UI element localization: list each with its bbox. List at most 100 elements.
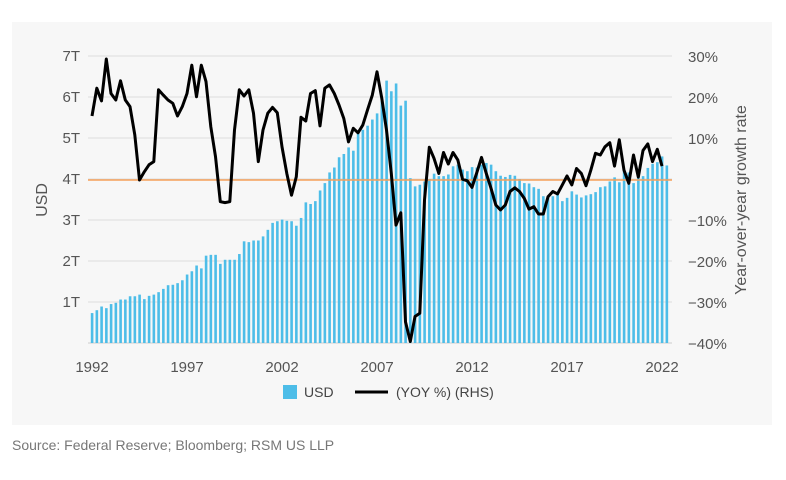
bar bbox=[646, 167, 650, 343]
bar bbox=[280, 219, 284, 343]
bar bbox=[546, 196, 550, 343]
bar bbox=[318, 190, 322, 343]
bar bbox=[451, 166, 455, 343]
bar bbox=[637, 171, 640, 343]
bar bbox=[442, 176, 445, 343]
bar bbox=[147, 295, 151, 343]
bar bbox=[466, 171, 469, 343]
bar bbox=[542, 196, 545, 343]
bar bbox=[480, 164, 483, 343]
right-tick-label: −20% bbox=[688, 254, 727, 271]
bar bbox=[356, 133, 360, 343]
bar bbox=[565, 197, 569, 343]
bar bbox=[204, 255, 208, 343]
bar bbox=[228, 259, 232, 343]
right-tick-label: −40% bbox=[688, 336, 727, 353]
yoy-line bbox=[90, 57, 664, 343]
bar bbox=[314, 201, 317, 343]
bar bbox=[133, 296, 137, 343]
bar bbox=[660, 156, 664, 343]
bar bbox=[309, 204, 312, 343]
bar bbox=[323, 183, 327, 343]
left-axis-label: USD bbox=[34, 183, 51, 217]
bar bbox=[608, 181, 612, 343]
bar bbox=[409, 178, 412, 343]
bar bbox=[499, 175, 502, 343]
bar bbox=[238, 254, 241, 343]
bar bbox=[494, 171, 498, 343]
bar bbox=[95, 310, 99, 343]
bar bbox=[556, 192, 559, 343]
bar bbox=[152, 294, 156, 343]
bar bbox=[200, 268, 203, 343]
bar bbox=[128, 296, 132, 343]
right-tick-label: −10% bbox=[688, 213, 727, 230]
bar bbox=[461, 169, 464, 343]
bar bbox=[124, 299, 127, 343]
bar bbox=[195, 265, 198, 343]
bar bbox=[371, 119, 374, 343]
bar bbox=[447, 174, 450, 343]
bar bbox=[266, 229, 270, 343]
bar bbox=[299, 217, 303, 343]
right-tick-label: 10% bbox=[688, 131, 718, 148]
bar bbox=[285, 220, 289, 343]
bar bbox=[181, 280, 184, 343]
bar bbox=[570, 191, 574, 343]
bar bbox=[575, 194, 578, 343]
bar bbox=[337, 157, 341, 343]
legend: USD (YOY %) (RHS) bbox=[283, 384, 494, 400]
bar bbox=[375, 113, 379, 344]
bar bbox=[423, 181, 426, 343]
bar bbox=[413, 186, 417, 343]
x-tick-label: 2017 bbox=[550, 359, 583, 376]
bar bbox=[223, 259, 227, 343]
bar bbox=[290, 221, 293, 343]
bar bbox=[252, 240, 255, 343]
bar bbox=[261, 236, 265, 343]
bar bbox=[437, 176, 441, 343]
bar bbox=[618, 182, 621, 343]
bar bbox=[551, 196, 555, 343]
bar bbox=[475, 167, 479, 343]
bar bbox=[109, 304, 113, 343]
bar bbox=[271, 222, 274, 343]
bar bbox=[532, 187, 536, 343]
bar bbox=[428, 179, 431, 343]
x-tick-label: 1992 bbox=[75, 359, 108, 376]
bar bbox=[219, 263, 222, 343]
bar bbox=[599, 187, 602, 343]
bar bbox=[622, 170, 626, 343]
bar bbox=[580, 197, 583, 343]
left-tick-label: 7T bbox=[62, 48, 80, 65]
bar bbox=[656, 162, 659, 343]
bar bbox=[304, 202, 308, 343]
right-tick-label: −30% bbox=[688, 295, 727, 312]
bar bbox=[190, 271, 194, 343]
bar bbox=[504, 176, 507, 343]
bar bbox=[166, 285, 170, 343]
bar bbox=[456, 164, 460, 343]
bar bbox=[632, 183, 635, 343]
bar bbox=[603, 186, 607, 343]
bar bbox=[157, 292, 160, 343]
bar bbox=[247, 242, 251, 343]
bar bbox=[176, 283, 179, 343]
bar bbox=[561, 201, 564, 343]
bar bbox=[257, 240, 260, 343]
bar bbox=[665, 165, 669, 343]
bar bbox=[366, 125, 369, 343]
bar bbox=[594, 192, 597, 343]
x-tick-label: 2012 bbox=[455, 359, 488, 376]
left-tick-label: 6T bbox=[62, 89, 80, 106]
bar bbox=[418, 184, 422, 343]
left-tick-label: 4T bbox=[62, 171, 80, 188]
bar bbox=[328, 172, 331, 343]
bar bbox=[214, 254, 217, 343]
bar bbox=[233, 259, 236, 343]
left-tick-label: 3T bbox=[62, 212, 80, 229]
bar bbox=[143, 299, 146, 343]
bar bbox=[485, 163, 488, 343]
right-tick-label: 20% bbox=[688, 90, 718, 107]
bar bbox=[470, 167, 474, 343]
